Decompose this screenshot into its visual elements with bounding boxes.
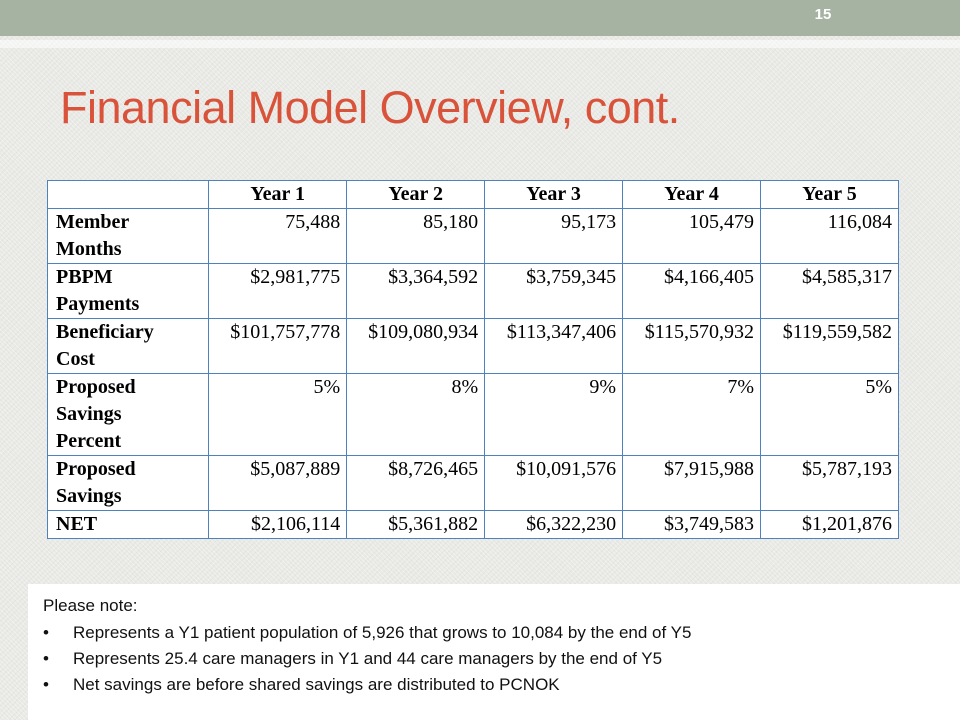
financial-table: Year 1 Year 2 Year 3 Year 4 Year 5 Membe…: [46, 180, 899, 539]
row-label: Proposed Savings: [46, 455, 210, 511]
row-label-line: Months: [56, 238, 122, 260]
table-row: Member Months 75,488 85,180 95,173 105,4…: [46, 208, 899, 264]
column-header: Year 3: [484, 180, 624, 209]
table-cell: $6,322,230: [484, 510, 624, 539]
table-row: Beneficiary Cost $101,757,778 $109,080,9…: [46, 318, 899, 374]
note-text: Represents a Y1 patient population of 5,…: [73, 623, 692, 642]
note-text: Net savings are before shared savings ar…: [73, 675, 560, 694]
table-cell: $101,757,778: [208, 318, 348, 374]
table-cell: $119,559,582: [760, 318, 899, 374]
table-cell: 8%: [346, 373, 486, 456]
bullet-icon: •: [43, 623, 49, 642]
row-label: Beneficiary Cost: [46, 318, 210, 374]
table-cell: $5,087,889: [208, 455, 348, 511]
header-bar: [0, 0, 960, 36]
list-item: • Net savings are before shared savings …: [43, 672, 691, 698]
row-label: NET: [46, 510, 210, 539]
row-label-line: NET: [56, 513, 98, 535]
table-cell: 7%: [622, 373, 762, 456]
table-cell: 116,084: [760, 208, 899, 264]
notes-list: • Represents a Y1 patient population of …: [43, 620, 691, 698]
row-label: Member Months: [46, 208, 210, 264]
table-cell: $109,080,934: [346, 318, 486, 374]
table-cell: 105,479: [622, 208, 762, 264]
row-label-line: Proposed: [56, 458, 136, 480]
table-cell: 5%: [760, 373, 899, 456]
column-header: Year 1: [208, 180, 348, 209]
row-label: Proposed Savings Percent: [46, 373, 210, 456]
table-cell: $7,915,988: [622, 455, 762, 511]
table-cell: $8,726,465: [346, 455, 486, 511]
table-cell: 9%: [484, 373, 624, 456]
table-cell: $115,570,932: [622, 318, 762, 374]
slide-number: 15: [814, 6, 832, 23]
table-cell: $5,361,882: [346, 510, 486, 539]
table-cell: $4,585,317: [760, 263, 899, 319]
table-row: Proposed Savings $5,087,889 $8,726,465 $…: [46, 455, 899, 511]
row-label-line: Cost: [56, 348, 95, 370]
note-text: Represents 25.4 care managers in Y1 and …: [73, 649, 663, 668]
table-cell: $2,106,114: [208, 510, 348, 539]
row-label-line: Beneficiary: [56, 321, 154, 343]
row-label-line: Payments: [56, 293, 140, 315]
table-cell: $3,759,345: [484, 263, 624, 319]
table-cell: 85,180: [346, 208, 486, 264]
table-cell: 75,488: [208, 208, 348, 264]
table-row: PBPM Payments $2,981,775 $3,364,592 $3,7…: [46, 263, 899, 319]
column-header: Year 5: [760, 180, 899, 209]
notes-box: Please note: • Represents a Y1 patient p…: [28, 584, 960, 720]
table-cell: $2,981,775: [208, 263, 348, 319]
row-label: PBPM Payments: [46, 263, 210, 319]
column-header: Year 2: [346, 180, 486, 209]
row-label-line: Proposed: [56, 376, 136, 398]
table-cell: $1,201,876: [760, 510, 899, 539]
row-label-line: Savings: [56, 485, 122, 507]
table-cell: $3,749,583: [622, 510, 762, 539]
table-cell: $113,347,406: [484, 318, 624, 374]
row-label-line: Percent: [56, 430, 122, 452]
table-cell: $3,364,592: [346, 263, 486, 319]
header-divider: [0, 40, 960, 48]
table-cell: 5%: [208, 373, 348, 456]
table-cell: $10,091,576: [484, 455, 624, 511]
table-cell: 95,173: [484, 208, 624, 264]
table-cell: $4,166,405: [622, 263, 762, 319]
row-label-line: Member: [56, 211, 130, 233]
list-item: • Represents 25.4 care managers in Y1 an…: [43, 646, 691, 672]
row-label-line: Savings: [56, 403, 122, 425]
row-label-line: PBPM: [56, 266, 113, 288]
slide-title: Financial Model Overview, cont.: [60, 82, 680, 133]
table-header-row: Year 1 Year 2 Year 3 Year 4 Year 5: [46, 180, 899, 209]
bullet-icon: •: [43, 649, 49, 668]
notes-title: Please note:: [43, 596, 138, 615]
bullet-icon: •: [43, 675, 49, 694]
table-cell: $5,787,193: [760, 455, 899, 511]
column-header: [46, 180, 210, 209]
table-row: Proposed Savings Percent 5% 8% 9% 7% 5%: [46, 373, 899, 456]
list-item: • Represents a Y1 patient population of …: [43, 620, 691, 646]
column-header: Year 4: [622, 180, 762, 209]
table-row: NET $2,106,114 $5,361,882 $6,322,230 $3,…: [46, 510, 899, 539]
